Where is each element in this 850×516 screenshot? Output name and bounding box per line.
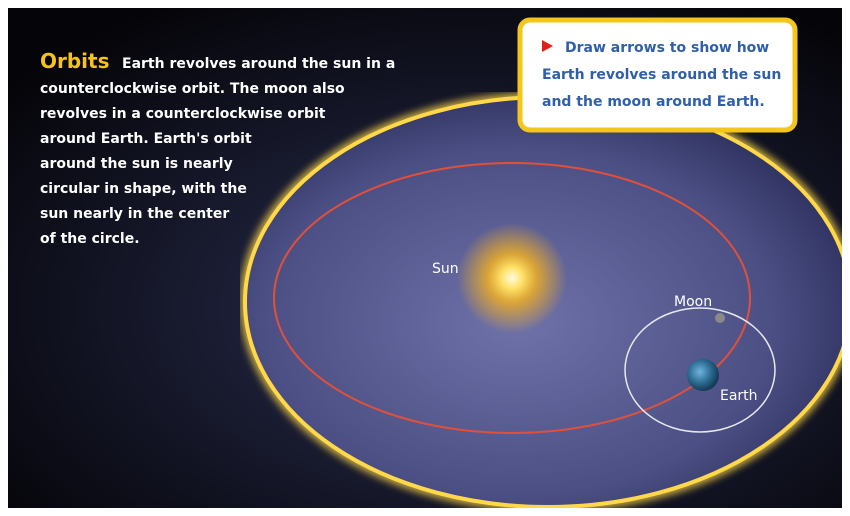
callout-line: Draw arrows to show how (565, 40, 769, 56)
body-line: sun nearly in the center (40, 206, 229, 222)
body-line: around Earth. Earth's orbit (40, 131, 252, 147)
callout-line: Earth revolves around the sun (542, 67, 781, 83)
bottom-margin (0, 508, 850, 516)
heading: Orbits (40, 49, 110, 73)
moon-label: Moon (674, 294, 712, 310)
body-line: of the circle. (40, 231, 140, 247)
callout-line: and the moon around Earth. (542, 94, 765, 110)
moon (715, 313, 725, 323)
illustration: Sun Moon Earth Orbits Earth revolves aro… (0, 0, 850, 516)
body-line: Earth revolves around the sun in a (122, 56, 395, 72)
earth-label: Earth (720, 388, 758, 404)
sun-label: Sun (432, 261, 459, 277)
body-line: around the sun is nearly (40, 156, 233, 172)
body-line: counterclockwise orbit. The moon also (40, 81, 345, 97)
sun (457, 223, 567, 333)
body-line: revolves in a counterclockwise orbit (40, 106, 326, 122)
right-margin (842, 0, 850, 516)
callout-text: Draw arrows to show how Earth revolves ar… (542, 40, 781, 110)
earth (687, 359, 719, 391)
body-line: circular in shape, with the (40, 181, 247, 197)
